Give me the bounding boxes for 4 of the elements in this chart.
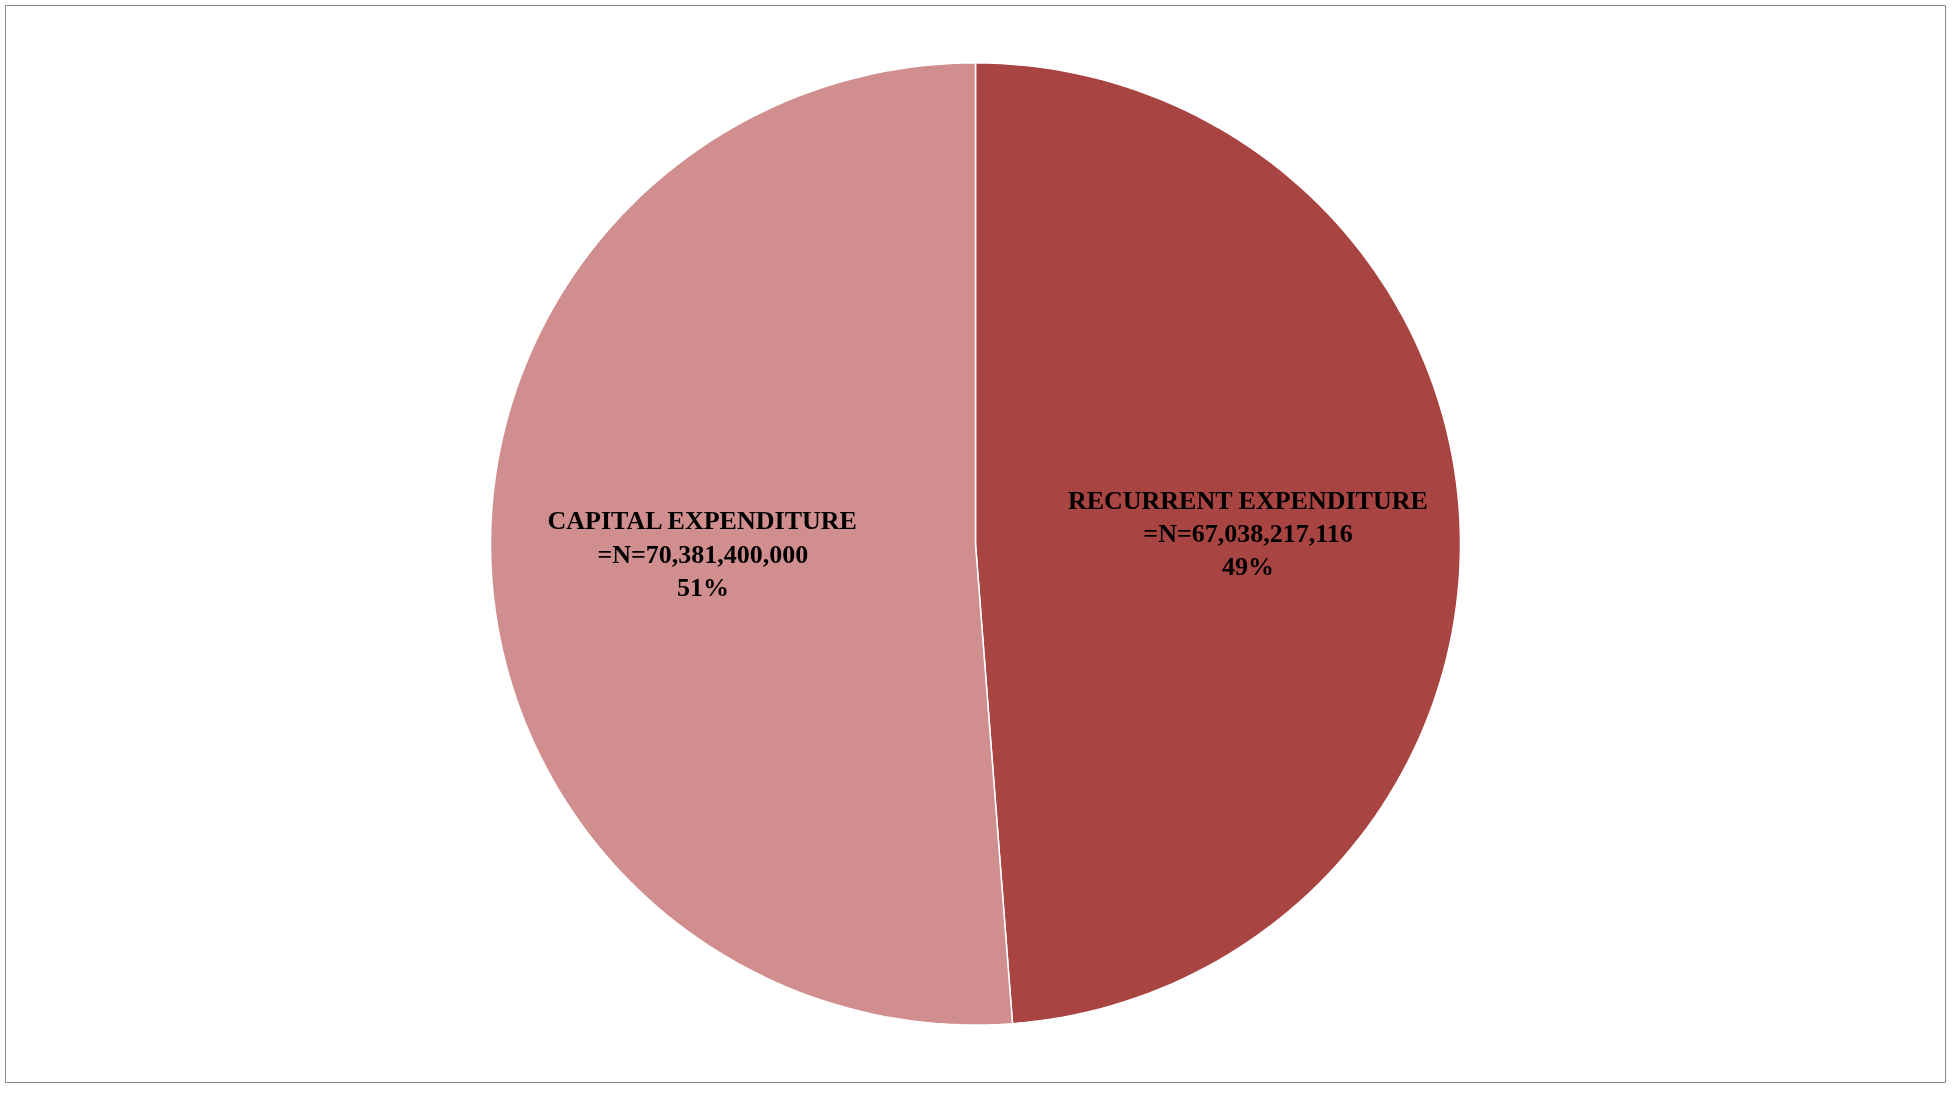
data-label: =N=67,038,217,116 49%	[1143, 519, 1353, 582]
slice-label: CAPITAL EXPENDITURE	[547, 506, 857, 536]
data-label: =N=70,381,400,000 51%	[597, 539, 809, 603]
slice-label: RECURRENT EXPENDITURE	[1067, 485, 1428, 515]
